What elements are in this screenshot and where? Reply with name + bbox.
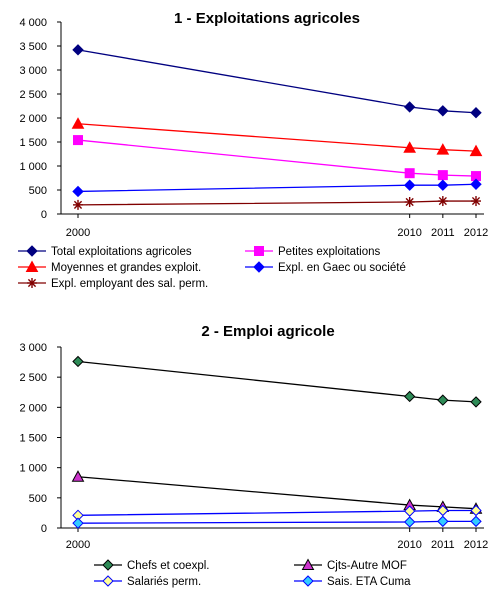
chart-1-x-tick-label: 2011 bbox=[431, 227, 455, 239]
chart-2-series-2-line bbox=[77, 476, 477, 510]
chart-2-series-1-line bbox=[77, 360, 477, 403]
legend-marker bbox=[253, 261, 265, 273]
legend-label: Moyennes et grandes exploit. bbox=[51, 262, 201, 274]
chart-2-series-1-point bbox=[72, 355, 84, 368]
chart-1-series-1-point bbox=[470, 107, 482, 119]
chart-1-series-1-point bbox=[437, 105, 449, 117]
chart-1-legend-item-2: Petites exploitations bbox=[245, 246, 381, 258]
chart-2-legend-item-2: Cjts-Autre MOF bbox=[294, 558, 407, 572]
legend-marker bbox=[102, 559, 114, 571]
legend-marker bbox=[301, 558, 315, 570]
chart-2-series-4-point bbox=[437, 515, 449, 528]
chart-2-series-1-point bbox=[470, 396, 482, 408]
chart-2-x-tick-label: 2000 bbox=[66, 539, 90, 551]
chart-1-series-1-line bbox=[77, 49, 477, 114]
chart-1-y-tick-label: 3 000 bbox=[19, 65, 47, 77]
legend-label: Salariés perm. bbox=[127, 576, 201, 588]
chart-1-series-5-point bbox=[437, 196, 448, 207]
chart-2-series-3-point bbox=[403, 505, 416, 517]
chart-1-y-tick-label: 500 bbox=[29, 185, 47, 197]
chart-2: 2 - Emploi agricole 0 500 1 000 1 500 2 000 2 … bbox=[19, 323, 488, 588]
chart-1-series-4-point bbox=[403, 179, 416, 191]
chart-1-x-tick-label: 2010 bbox=[397, 227, 421, 239]
chart-1-y-tick-label: 4 000 bbox=[19, 17, 47, 29]
chart-2-series-1-point bbox=[403, 390, 416, 403]
chart-2-y-tick-label: 500 bbox=[29, 493, 47, 505]
chart-2-legend-item-4: Sais. ETA Cuma bbox=[294, 575, 411, 588]
chart-2-y-tick-label: 2 500 bbox=[19, 372, 47, 384]
chart-2-series-1-point bbox=[437, 394, 449, 406]
chart-1-y-tick-label: 2 500 bbox=[19, 89, 47, 101]
chart-1-series-1-point bbox=[403, 101, 416, 113]
legend-marker bbox=[254, 246, 264, 256]
chart-2-y-tick-label: 1 000 bbox=[19, 463, 47, 475]
chart-1-series-2-line bbox=[77, 139, 477, 177]
chart-1-series-2-point bbox=[404, 168, 415, 179]
chart-2-legend-item-1: Chefs et coexpl. bbox=[94, 559, 209, 572]
chart-1-legend-item-5: Expl. employant des sal. perm. bbox=[18, 278, 208, 290]
legend-marker bbox=[26, 245, 38, 257]
chart-1-legend-item-3: Moyennes et grandes exploit. bbox=[18, 260, 201, 274]
chart-1-x-tick-label: 2000 bbox=[66, 227, 90, 239]
chart-2-series-4-point bbox=[403, 516, 416, 528]
chart-1-y-tick-label: 0 bbox=[41, 209, 47, 221]
chart-1-series-4-point bbox=[72, 185, 84, 198]
chart-2-series-3-point bbox=[470, 504, 482, 517]
chart-1-series-3-point bbox=[403, 141, 417, 153]
chart-1-series-2-point bbox=[437, 170, 448, 181]
chart-1-y-tick-label: 1 500 bbox=[19, 137, 47, 149]
chart-1-legend-item-1: Total exploitations agricoles bbox=[18, 245, 192, 258]
chart-2-series-2-point bbox=[71, 470, 85, 482]
legend-label: Petites exploitations bbox=[278, 246, 381, 258]
chart-2-y-tick-label: 1 500 bbox=[19, 433, 47, 445]
chart-1-legend-item-4: Expl. en Gaec ou société bbox=[245, 261, 406, 274]
chart-2-title: 2 - Emploi agricole bbox=[201, 323, 334, 340]
chart-1-y-tick-label: 3 500 bbox=[19, 41, 47, 53]
chart-1-series-3-point bbox=[71, 117, 85, 129]
legend-marker bbox=[302, 575, 314, 587]
chart-2-y-tick-label: 0 bbox=[41, 523, 47, 535]
chart-2-series-4-line bbox=[77, 520, 476, 524]
legend-label: Total exploitations agricoles bbox=[51, 246, 192, 258]
legend-marker bbox=[25, 260, 39, 272]
legend-label: Expl. en Gaec ou société bbox=[278, 262, 406, 274]
legend-label: Cjts-Autre MOF bbox=[327, 560, 407, 572]
chart-2-x-tick-label: 2011 bbox=[431, 539, 455, 551]
chart-2-y-tick-label: 2 000 bbox=[19, 402, 47, 414]
chart-1-series-5-point bbox=[471, 196, 481, 207]
chart-1-series-5-line bbox=[77, 200, 476, 206]
legend-marker bbox=[27, 278, 37, 288]
chart-1-series-5-point bbox=[404, 197, 415, 207]
chart-2-series-3-line bbox=[77, 509, 476, 516]
chart-2-x-tick-label: 2012 bbox=[464, 539, 488, 551]
chart-1-title: 1 - Exploitations agricoles bbox=[174, 10, 360, 27]
chart-2-series-4-point bbox=[470, 515, 482, 528]
chart-1-series-3-point bbox=[469, 144, 483, 157]
chart-1-y-tick-label: 2 000 bbox=[19, 113, 47, 125]
legend-label: Sais. ETA Cuma bbox=[327, 576, 411, 588]
chart-2-y-tick-label: 3 000 bbox=[19, 342, 47, 354]
legend-marker bbox=[102, 575, 114, 587]
legend-label: Chefs et coexpl. bbox=[127, 560, 209, 572]
chart-2-series-3-point bbox=[437, 504, 449, 517]
chart-1-series-1-point bbox=[72, 44, 84, 56]
chart-1-series-5-point bbox=[73, 199, 83, 210]
chart-1: 1 - Exploitations agricoles 0 500 1 000 1 50… bbox=[18, 10, 488, 290]
chart-1-series-3-line bbox=[77, 123, 477, 152]
chart-1-series-4-point bbox=[470, 178, 482, 190]
chart-2-series-4-point bbox=[72, 517, 84, 529]
chart-1-series-4-point bbox=[437, 179, 449, 191]
chart-1-series-4-line bbox=[77, 183, 477, 193]
chart-1-y-tick-label: 1 000 bbox=[19, 161, 47, 173]
chart-1-x-tick-label: 2012 bbox=[464, 227, 488, 239]
chart-1-series-3-point bbox=[436, 143, 450, 155]
chart-1-series-2-point bbox=[73, 135, 83, 146]
chart-2-x-tick-label: 2010 bbox=[397, 539, 421, 551]
chart-2-legend-item-3: Salariés perm. bbox=[94, 575, 201, 588]
legend-label: Expl. employant des sal. perm. bbox=[51, 278, 208, 290]
